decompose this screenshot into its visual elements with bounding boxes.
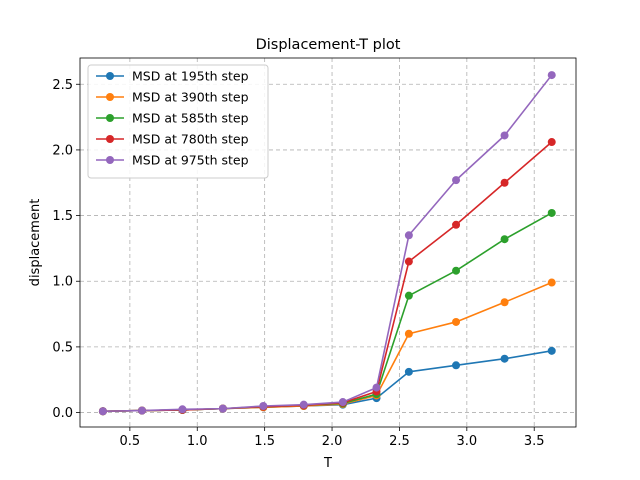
- data-point: [404, 291, 413, 300]
- series-layer: [98, 71, 556, 416]
- y-tick-label: 0.5: [52, 340, 73, 355]
- data-point: [452, 176, 461, 185]
- legend-marker-swatch: [106, 156, 114, 164]
- data-point: [547, 278, 556, 287]
- legend-label: MSD at 780th step: [132, 132, 249, 147]
- x-axis-label: T: [323, 456, 332, 471]
- legend-label: MSD at 585th step: [132, 111, 249, 126]
- legend: MSD at 195th step MSD at 390th step MSD at…: [87, 64, 269, 179]
- data-point: [138, 406, 146, 415]
- data-point: [259, 401, 268, 410]
- axis-ticks: 0.5 1.0 1.5 2.0 2.5 3.0 3.5 0.0 0.5 1.0 1.5 2.0 2.5: [52, 78, 544, 449]
- data-point: [500, 298, 509, 307]
- legend-label: MSD at 195th step: [132, 69, 249, 84]
- plot-area-frame: [79, 57, 577, 428]
- x-tick-label: 2.0: [322, 434, 343, 449]
- y-tick-label: 0.0: [52, 406, 73, 421]
- data-point: [338, 398, 347, 407]
- legend-marker-swatch: [106, 93, 114, 101]
- data-point: [452, 266, 461, 275]
- data-point: [98, 407, 107, 416]
- legend-label: MSD at 390th step: [132, 90, 249, 105]
- y-tick-label: 1.5: [52, 209, 73, 224]
- legend-entry: MSD at 780th step: [96, 132, 249, 147]
- data-point: [547, 71, 556, 80]
- legend-entry: MSD at 975th step: [96, 153, 249, 168]
- grid: [80, 58, 576, 427]
- x-tick-label: 3.0: [456, 434, 477, 449]
- y-tick-label: 1.0: [52, 275, 73, 290]
- series-line: [102, 74, 553, 413]
- data-point: [452, 361, 461, 370]
- data-point: [299, 400, 308, 409]
- x-tick-label: 1.5: [254, 434, 275, 449]
- y-tick-label: 2.5: [52, 78, 73, 93]
- data-point: [547, 208, 556, 217]
- legend-label: MSD at 975th step: [132, 153, 249, 168]
- data-point: [500, 354, 509, 363]
- data-point: [404, 257, 413, 266]
- data-point: [500, 178, 509, 187]
- data-point: [178, 405, 187, 414]
- data-point: [218, 404, 227, 413]
- x-tick-label: 3.5: [524, 434, 545, 449]
- legend-marker-swatch: [106, 114, 114, 122]
- x-tick-label: 1.0: [187, 434, 208, 449]
- legend-entry: MSD at 390th step: [96, 90, 249, 105]
- data-point: [404, 367, 413, 376]
- data-point: [452, 220, 461, 229]
- legend-box: [87, 64, 269, 179]
- data-point: [547, 346, 556, 355]
- data-point: [452, 317, 461, 326]
- chart-title: Displacement-T plot: [256, 37, 401, 53]
- legend-entry: MSD at 195th step: [96, 69, 249, 84]
- data-point: [500, 235, 509, 244]
- x-tick-label: 2.5: [389, 434, 410, 449]
- legend-marker-swatch: [106, 72, 114, 80]
- data-point: [404, 329, 413, 338]
- y-axis-label: displacement: [28, 199, 43, 287]
- y-tick-label: 2.0: [52, 143, 73, 158]
- data-point: [547, 138, 556, 147]
- x-tick-label: 0.5: [120, 434, 141, 449]
- data-point: [404, 231, 413, 240]
- legend-marker-swatch: [106, 135, 114, 143]
- series-5: [98, 71, 556, 416]
- data-point: [372, 383, 381, 392]
- legend-entry: MSD at 585th step: [96, 111, 249, 126]
- data-point: [500, 131, 509, 140]
